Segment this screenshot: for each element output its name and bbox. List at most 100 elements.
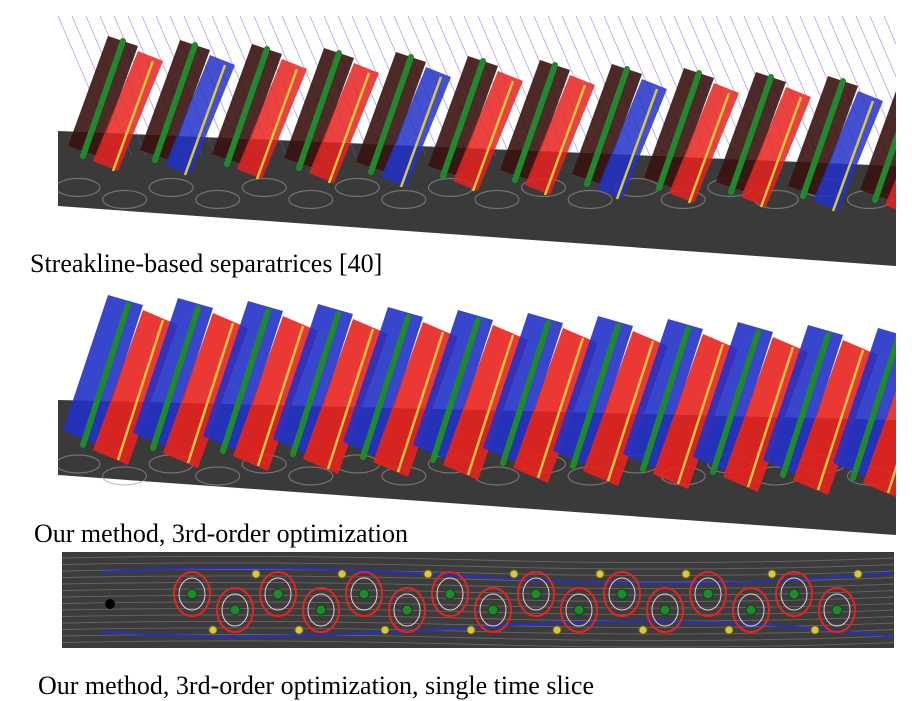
saddle-marker [509,569,519,579]
vortex-loop [818,587,856,633]
vortex-core-line [80,38,126,159]
separatrix-surface-blue [133,298,213,448]
vortex-loop [689,571,727,617]
ground-swirl [58,454,101,474]
vortex-loop-inner [651,593,679,627]
obstacle [105,599,115,609]
caption-our-method: Our method, 3rd-order optimization [34,519,409,548]
vortex-core-line [80,302,131,448]
ground-swirl [288,189,334,210]
vortex-loop-inner [608,577,636,611]
vortex-core-line [290,311,341,457]
saddle-marker [724,625,734,635]
caption-single-slice: Our method, 3rd-order optimization, sing… [38,671,594,700]
ground-swirl [58,177,101,198]
ground-swirl [195,189,241,210]
separatrix-surface-blue [203,301,283,451]
saddle-marker [208,625,218,635]
vortex-core-line [296,50,342,171]
separatrix-surface-blue [413,310,493,460]
vortex-loop-inner [350,577,378,611]
vortex-core-line [800,78,846,199]
separatrix-surface-red [93,310,178,465]
vortex-loop [216,587,254,633]
vortex-core-line [224,46,270,167]
ground-swirl [101,466,148,486]
vortex-core-marker [186,588,198,600]
vortex-loop [517,571,555,617]
saddle-marker [853,569,863,579]
streamline-texture [62,633,894,642]
vortex-loop-inner [307,593,335,627]
saddle-marker [251,569,261,579]
ground-swirl [567,189,613,210]
caption-streakline: Streakline-based separatrices [40] [30,249,383,278]
vortex-core-marker [745,604,757,616]
saddle-marker [638,625,648,635]
vortex-loop [388,587,426,633]
vortex-core-line [780,332,831,478]
separatrix-surface-red [653,334,738,489]
saddle-marker [767,569,777,579]
ground-swirl [241,177,287,198]
streamline-texture [62,568,894,577]
saddle-line [326,328,375,470]
saddle-marker [552,625,562,635]
vortex-loop [259,571,297,617]
vortex-core-line [584,66,630,187]
vortex-loop [775,571,813,617]
vortex-core-marker [659,604,671,616]
vortex-core-marker [831,604,843,616]
saddle-marker [681,569,691,579]
vortex-core-line [440,58,486,179]
separatrix-surface-blue [833,328,896,478]
separatrix-surface-red [793,340,878,495]
saddle-marker [810,625,820,635]
saddle-line [255,68,299,180]
vortex-core-marker [530,588,542,600]
render-our-method-3d [58,280,896,535]
vortex-core-line [360,314,411,460]
vortex-loop-inner [393,593,421,627]
vortex-core-line [220,308,271,454]
saddle-line [186,322,235,464]
separatrix-surface-blue [693,322,773,472]
vortex-loop [603,571,641,617]
separatrix-surface-blue [63,295,143,445]
separatrix-surface-red [373,322,458,477]
saddle-line [466,334,515,476]
vortex-core-line [368,54,414,175]
vortex-loop [732,587,770,633]
vortex-loop-inner [436,577,464,611]
vortex-core-marker [315,604,327,616]
ground-swirl [101,189,148,210]
saddle-line [399,76,443,188]
vortex-core-marker [401,604,413,616]
render-single-time-slice [62,552,894,648]
vortex-core-line [570,323,621,469]
vortex-loop [646,587,684,633]
streamline-texture [62,640,894,648]
vortex-core-line [850,335,896,481]
separatrix-surface-red [303,319,388,474]
saddle-line [606,340,655,482]
vortex-loop-inner [264,577,292,611]
vortex-loop [173,571,211,617]
saddle-line [543,84,587,196]
streamline-texture [62,607,894,616]
separatrix-line-blue [101,567,894,585]
saddle-line [759,96,803,208]
vortex-loop-inner [522,577,550,611]
render-streakline-separatrices [58,16,896,266]
saddle-line [816,349,865,491]
saddle-marker [595,569,605,579]
vortex-loop [302,587,340,633]
saddle-line [831,100,875,212]
vortex-core-marker [444,588,456,600]
vortex-core-marker [229,604,241,616]
vortex-loop-inner [694,577,722,611]
pathline [869,16,896,78]
separatrix-surface-red [233,316,318,471]
ground-swirl [195,466,241,486]
vortex-core-marker [616,588,628,600]
